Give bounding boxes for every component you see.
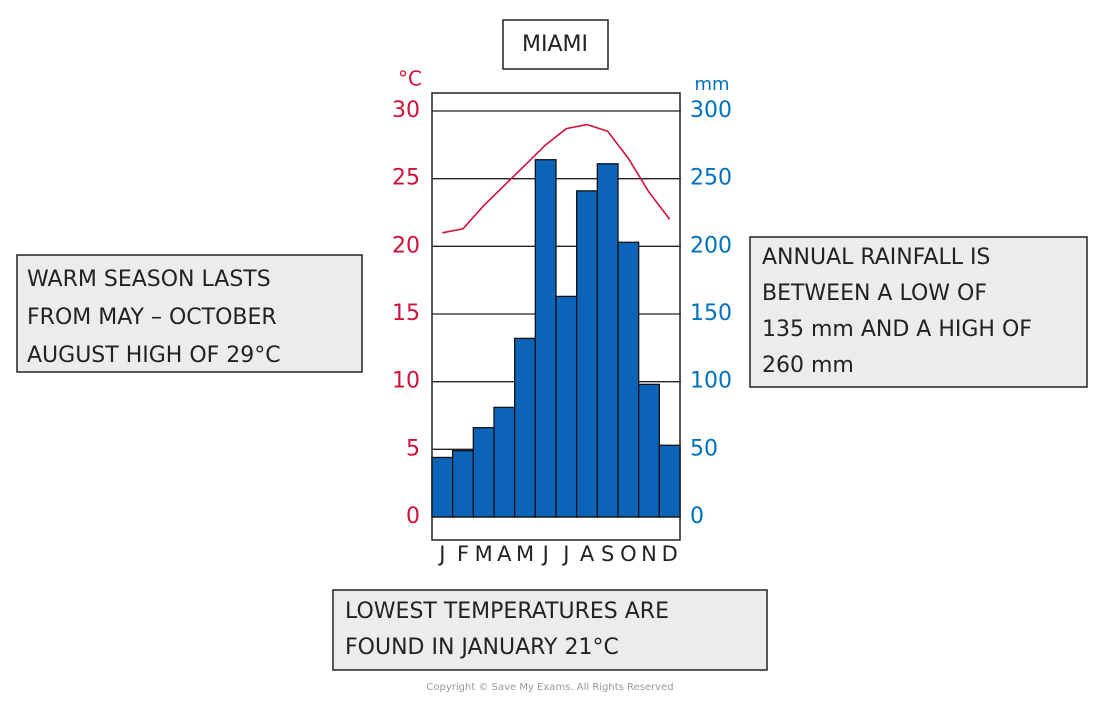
bar <box>431 456 454 518</box>
x-tick-label: J <box>437 542 445 566</box>
annotation-text: WARM SEASON LASTS <box>27 267 271 292</box>
annotation-box <box>16 254 363 373</box>
copyright: Copyright © Save My Exams. All Rights Re… <box>426 682 673 693</box>
temperature-line <box>442 123 671 234</box>
x-tick-label: A <box>580 542 595 566</box>
y2-tick-label: 200 <box>690 233 732 258</box>
annotation-text: FROM MAY – OCTOBER <box>27 305 277 330</box>
x-tick-label: F <box>457 542 469 566</box>
y-tick-label: 5 <box>406 436 420 461</box>
x-tick-label: M <box>475 542 493 566</box>
annotation-text: 135 mm AND A HIGH OF <box>762 317 1032 342</box>
x-tick-label: S <box>601 542 614 566</box>
y-tick-label: 20 <box>392 233 420 258</box>
x-tick-label: M <box>516 542 534 566</box>
y2-tick-label: 0 <box>690 504 704 529</box>
annotation-text: 260 mm <box>762 353 854 378</box>
bar <box>514 337 536 518</box>
bar <box>452 450 474 518</box>
y2-tick-label: 300 <box>690 98 732 123</box>
bar <box>555 295 578 518</box>
plot-frame <box>431 92 681 541</box>
annotation-text: AUGUST HIGH OF 29°C <box>27 343 281 368</box>
x-tick-label: A <box>497 542 512 566</box>
y2-tick-label: 150 <box>690 301 732 326</box>
annotation-text: FOUND IN JANUARY 21°C <box>345 635 619 660</box>
bar <box>472 427 495 518</box>
y-tick-label: 25 <box>392 166 420 191</box>
y2-tick-label: 250 <box>690 166 732 191</box>
annotation-text: ANNUAL RAINFALL IS <box>762 245 990 270</box>
x-tick-label: J <box>541 542 549 566</box>
bar <box>493 406 516 518</box>
y-tick-label: 10 <box>392 369 420 394</box>
bar <box>658 444 681 518</box>
bar <box>576 190 598 518</box>
y2-tick-label: 100 <box>690 369 732 394</box>
x-tick-label: N <box>641 542 657 566</box>
chart-title: MIAMI <box>522 32 588 57</box>
bar <box>596 163 619 518</box>
y-axis-label: °C <box>398 67 422 91</box>
x-tick-label: J <box>561 542 569 566</box>
annotation-text: LOWEST TEMPERATURES ARE <box>345 599 669 624</box>
y-tick-label: 0 <box>406 504 420 529</box>
bar <box>534 159 557 518</box>
bar <box>617 241 640 518</box>
annotation-box <box>332 589 768 671</box>
y2-axis-label: mm <box>694 74 729 95</box>
y2-tick-label: 50 <box>690 436 718 461</box>
title-box <box>502 19 609 70</box>
x-tick-label: O <box>620 542 637 566</box>
x-tick-label: D <box>662 542 678 566</box>
annotation-box <box>749 236 1088 388</box>
y-tick-label: 15 <box>392 301 420 326</box>
y-tick-label: 30 <box>392 98 420 123</box>
bar <box>638 383 660 518</box>
annotation-text: BETWEEN A LOW OF <box>762 281 987 306</box>
